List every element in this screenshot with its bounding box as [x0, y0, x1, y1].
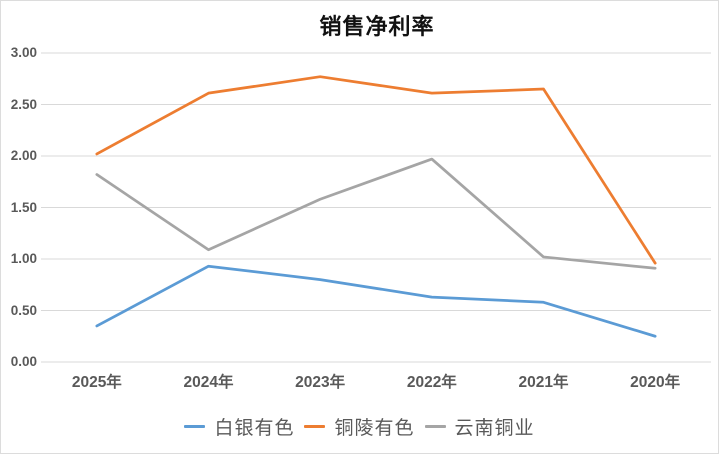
legend-swatch-icon — [304, 425, 326, 428]
y-axis-label: 1.00 — [10, 251, 37, 266]
legend-item: 白银有色 — [184, 413, 294, 440]
series-line-白银有色 — [95, 264, 657, 338]
y-axis-label: 0.50 — [10, 302, 37, 318]
y-axis-label: 2.00 — [10, 148, 37, 163]
x-axis-label: 2021年 — [518, 374, 569, 391]
x-axis-label: 2020年 — [630, 374, 681, 391]
chart-title: 销售净利率 — [319, 14, 435, 39]
y-axis-label: 3.00 — [10, 45, 37, 60]
y-axis-label: 2.50 — [10, 96, 37, 112]
y-axis-label: 1.50 — [10, 199, 37, 215]
x-axis-label: 2023年 — [295, 374, 346, 391]
legend-label: 云南铜业 — [454, 418, 535, 439]
series-line-云南铜业 — [95, 157, 657, 270]
legend-label: 白银有色 — [214, 418, 295, 439]
y-axis-label: 0.00 — [10, 354, 37, 369]
legend-swatch-icon — [424, 425, 446, 428]
x-axis-label: 2024年 — [183, 374, 234, 391]
legend-item: 云南铜业 — [424, 413, 535, 440]
legend-label: 铜陵有色 — [334, 418, 415, 439]
legend-swatch-icon — [184, 425, 206, 428]
series-line-铜陵有色 — [95, 75, 657, 265]
legend-item: 铜陵有色 — [304, 413, 414, 440]
x-axis-label: 2022年 — [406, 374, 457, 391]
legend: 白银有色 铜陵有色 云南铜业 — [1, 413, 718, 440]
x-axis-label: 2025年 — [71, 374, 122, 391]
